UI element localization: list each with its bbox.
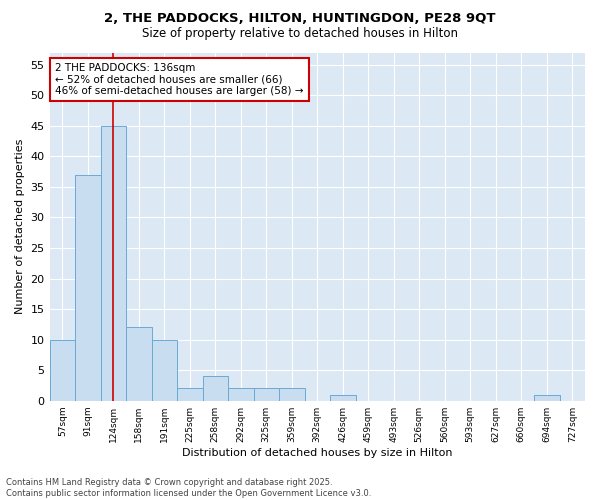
Bar — [203, 376, 228, 400]
Bar — [279, 388, 305, 400]
Text: 2, THE PADDOCKS, HILTON, HUNTINGDON, PE28 9QT: 2, THE PADDOCKS, HILTON, HUNTINGDON, PE2… — [104, 12, 496, 26]
Text: Size of property relative to detached houses in Hilton: Size of property relative to detached ho… — [142, 28, 458, 40]
Bar — [126, 328, 152, 400]
Bar — [534, 394, 560, 400]
Bar — [101, 126, 126, 400]
Bar — [228, 388, 254, 400]
Bar — [50, 340, 75, 400]
Bar — [75, 174, 101, 400]
Text: 2 THE PADDOCKS: 136sqm
← 52% of detached houses are smaller (66)
46% of semi-det: 2 THE PADDOCKS: 136sqm ← 52% of detached… — [55, 63, 304, 96]
X-axis label: Distribution of detached houses by size in Hilton: Distribution of detached houses by size … — [182, 448, 452, 458]
Bar — [254, 388, 279, 400]
Bar — [152, 340, 177, 400]
Bar — [330, 394, 356, 400]
Bar — [177, 388, 203, 400]
Y-axis label: Number of detached properties: Number of detached properties — [15, 139, 25, 314]
Text: Contains HM Land Registry data © Crown copyright and database right 2025.
Contai: Contains HM Land Registry data © Crown c… — [6, 478, 371, 498]
